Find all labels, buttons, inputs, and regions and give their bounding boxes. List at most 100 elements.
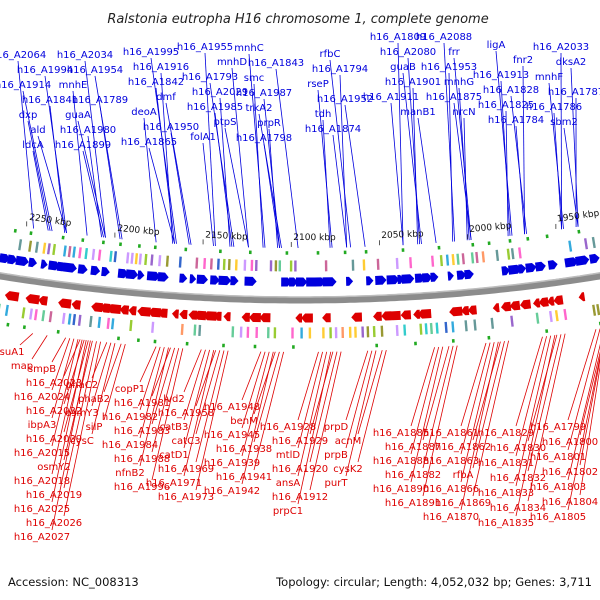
reverse-cog-block [21,307,26,319]
forward-cog-block [28,240,33,252]
reverse-leader-line [460,342,487,427]
forward-cog-block [134,253,139,265]
forward-cog-block [445,254,450,266]
trna-marker [119,242,122,247]
reverse-gene-label-h16-a1861: h16_A1861 [423,428,479,439]
reverse-cog-block [77,314,82,326]
reverse-leader-line [91,342,112,407]
forward-cds-arrow [196,274,208,284]
reverse-leader-line [527,333,566,502]
reverse-cds-arrow [4,291,20,302]
reverse-gene-label-h16-a1969: h16_A1969 [158,464,214,475]
reverse-leader-line [51,339,83,475]
reverse-cog-block [592,304,597,316]
reverse-cog-block [548,310,553,323]
reverse-leader-line [253,351,284,471]
forward-cog-block [234,259,238,271]
forward-cds-arrow [244,276,257,286]
forward-leader-line [32,150,49,231]
forward-leader-line [522,65,525,235]
reverse-gene-label-h16-a1862: h16_A1862 [435,442,491,453]
forward-leader-line [463,117,468,241]
trna-marker [6,322,10,327]
reverse-leader-line [63,341,101,517]
forward-gene-label-h16-a1911: h16_A1911 [363,92,419,103]
reverse-leader-line [51,339,79,447]
forward-cog-block [362,259,366,271]
forward-gene-label-nrcn: nrcN [452,107,475,118]
forward-gene-label-h16-a1828: h16_A1828 [483,85,539,96]
reverse-cds-arrow [519,299,532,310]
forward-cog-block [46,243,51,255]
forward-cog-block [278,260,282,272]
reverse-leader-line [139,347,165,439]
forward-cog-block [130,252,134,264]
reverse-cds-arrow [400,310,412,320]
forward-cds-arrow [101,266,110,277]
trna-marker [253,344,257,349]
forward-gene-label-manb1: manB1 [400,107,435,118]
reverse-cog-block [97,316,102,328]
reverse-gene-label-h16-a1938: h16_A1938 [216,444,272,455]
reverse-cog-block [366,326,370,338]
reverse-cds-arrow [259,313,271,323]
forward-cds-arrow [386,275,400,285]
forward-cds-arrow [401,274,415,284]
forward-cds-arrow [345,276,354,286]
forward-gene-label-liga: ligA [487,40,506,51]
forward-cds-arrow [421,273,433,283]
kbp-scale: 2250 kbp 2200 kbp 2150 kbp 2100 kbp 2050 kbp… [26,209,600,247]
forward-cds-arrow [40,259,48,269]
reverse-cog-block [563,308,568,321]
forward-leader-line [143,117,157,243]
forward-cds-arrow [397,274,405,284]
reverse-cog-block [41,310,46,322]
reverse-gene-label-h16-a1996: h16_A1996 [114,482,170,493]
reverse-leader-line [51,340,87,503]
reverse-gene-label-cysk2: cysK2 [333,464,363,475]
forward-gene-label-h16-a1914: h16_A1914 [0,80,51,91]
trna-marker [471,242,475,247]
trna-marker [526,236,530,241]
trna-marker [29,231,33,236]
forward-cog-block [78,247,82,259]
forward-gene-label-h16-a1794: h16_A1794 [312,64,368,75]
forward-leader-line [390,102,404,246]
forward-gene-label-guaa: guaA [65,110,91,121]
trna-marker [292,345,295,349]
forward-cog-block [144,253,148,266]
reverse-cds-arrow [538,297,549,307]
reverse-leader-line [51,337,67,363]
trna-marker [375,343,379,348]
forward-cog-block [52,243,57,256]
reverse-cds-arrow [533,298,541,308]
reverse-cog-block [89,315,93,328]
reverse-cds-arrow [500,301,512,312]
forward-cds-arrow [48,260,60,271]
forward-leader-line [27,120,51,231]
trna-marker [61,235,65,240]
forward-leader-line [253,83,264,248]
forward-leader-line [560,52,562,230]
forward-cds-arrow [430,272,439,282]
reverse-leader-line [63,341,97,489]
forward-gene-label-h16-a1874: h16_A1874 [305,124,361,135]
forward-cds-arrow [179,273,188,283]
forward-leader-line [397,42,404,246]
reverse-cog-block [429,322,433,335]
trna-marker [13,228,17,233]
topology-text: Topology: circular; Length: 4,052,032 bp… [275,575,592,589]
forward-gene-label-h16-a2088: h16_A2088 [416,32,472,43]
reverse-leader-line [422,346,450,441]
forward-cog-block [178,256,182,268]
reverse-gene-label-h16-a1939: h16_A1939 [204,458,260,469]
reverse-gene-label-h16-a1863: h16_A1863 [423,456,479,467]
reverse-leader-line [410,346,444,483]
forward-cog-block [216,258,220,270]
forward-gene-label-rsep: rseP [307,79,329,90]
forward-gene-label-fola1: folA1 [190,132,216,143]
reverse-cog-block [419,323,423,335]
forward-leader-line [165,102,192,245]
trna-marker [508,239,512,243]
forward-leader-line [500,80,511,236]
